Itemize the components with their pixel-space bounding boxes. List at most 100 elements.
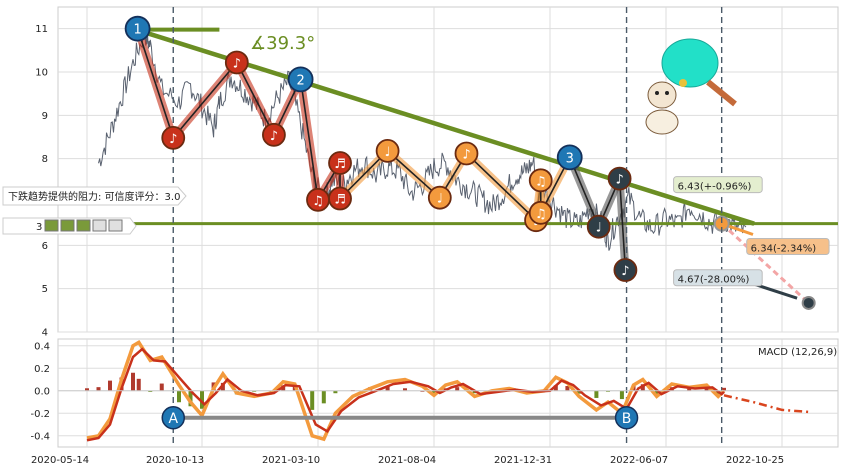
extremum-label: ♬ [334,157,346,172]
zigzag-line [618,178,627,271]
price-annotation-text: 6.34(-2.34%) [751,244,817,255]
price-grid: 4 5 6 8 9 10 11 [35,7,838,447]
signal-line [86,347,725,442]
extremum-label: 3 [566,151,574,166]
extremum-label: ♪ [462,147,470,162]
extremum-label: ♪ [270,129,278,144]
extremum-marker: ♪ [224,50,249,75]
zigzag-line [465,152,537,221]
x-tick-label: 2021-03-10 [262,455,320,466]
divergence-marker [161,406,185,430]
price-annotation-box [673,269,763,287]
extremum-circle [328,186,352,211]
extremum-marker: 2 [287,66,314,93]
price-line [98,26,747,251]
price-y-tick: 6 [42,241,48,252]
price-y-tick: 8 [42,154,48,165]
extremum-circle [124,15,151,42]
rating-icon [76,219,91,232]
extremum-circle [586,214,611,239]
extremum-circle [427,185,452,210]
x-tick-label: 2022-10-25 [726,455,784,466]
macd-y-tick: -0.4 [30,431,50,442]
extremum-label: ♬ [334,193,346,208]
zigzag-line [136,28,175,139]
extremum-label: ♪ [169,132,177,147]
macd-histogram-bar [85,388,89,391]
extremum-marker: ♫ [306,187,330,212]
extremum-circle [528,168,553,193]
extremum-marker: ♫ [528,168,553,193]
extremum-circle [328,151,352,175]
extremum-marker: ♩ [427,185,452,210]
divergence-label: B [622,411,632,427]
dog-eye-icon [655,91,659,95]
x-tick-label: 2021-12-31 [494,455,552,466]
dog-head-icon [647,81,677,109]
extremum-circle [613,258,638,282]
extremum-marker: ♩ [375,138,400,163]
price-y-tick: 11 [35,24,48,35]
divergence-label: A [168,411,178,427]
macd-histogram-bar [96,387,101,391]
x-tick-label: 2020-10-13 [146,455,204,466]
macd-histogram-bar [136,378,141,391]
extremum-marker: 1 [124,15,151,42]
dog-body-icon [645,109,679,135]
price-y-tick: 9 [42,111,48,122]
macd-histogram-bar [722,387,726,391]
extremum-label: ♩ [385,145,391,160]
extremum-circle [262,122,286,147]
price-annotation-text: 6.43(+-0.96%) [678,182,752,193]
macd-histogram-bar [403,388,407,391]
fan-icon [661,38,719,88]
x-tick-label: 2022-06-07 [610,455,668,466]
extremum-label: 2 [296,73,304,88]
macd-y-tick: 0.4 [34,341,50,352]
extremum-marker: ♪ [161,125,186,150]
zigzag-line [172,61,238,139]
macd-y-tick: 0.2 [34,364,50,375]
extremum-marker: ♪ [613,258,638,282]
extremum-circle [161,125,186,150]
extremum-label: ♩ [596,221,602,236]
macd-histogram-bar [188,390,193,407]
macd-histogram-bar [148,390,153,392]
price-y-tick: 5 [42,284,48,295]
macd-histogram-bar [108,380,112,391]
rating-icon [44,219,59,232]
macd-y-tick: 0.0 [34,386,50,397]
extremum-circle [375,138,400,163]
macd-histogram-bar [321,390,326,404]
extremum-circle [454,141,479,166]
macd-histogram-bar [200,390,204,409]
extremum-marker: ♩ [586,214,611,239]
macd-histogram-bar [594,390,599,398]
resistance-label: 下跌趋势提供的阻力: 可信度评分：3.0 [8,190,180,203]
price-annotation-text: 4.67(-28.00%) [678,275,750,286]
extremum-circle [287,66,314,93]
macd-histogram-bar [159,383,164,391]
macd-histogram-bar [553,385,558,391]
macd-histogram-bar [333,390,338,394]
rating-icon [92,219,107,232]
zigzag-line [236,62,275,136]
zigzag-line [299,79,319,200]
extremum-circle [607,166,632,191]
macd-histogram-bar [385,386,390,391]
extremum-circle [224,50,249,75]
macd-histogram-bar [432,390,436,394]
extremum-circle [528,200,553,225]
extremum-marker: ♪ [454,141,479,166]
extremum-label: 1 [133,23,141,38]
price-annotation-box [673,176,763,194]
price-y-tick: 4 [42,328,48,339]
macd-histogram-bar [310,390,315,410]
price-annotation-box [746,238,830,256]
extremum-label: ♫ [535,207,547,222]
fan-handle-icon [706,79,737,107]
macd-histogram-bar [177,390,181,403]
extremum-label: ♪ [615,173,623,188]
dog-eye-icon [665,91,669,95]
